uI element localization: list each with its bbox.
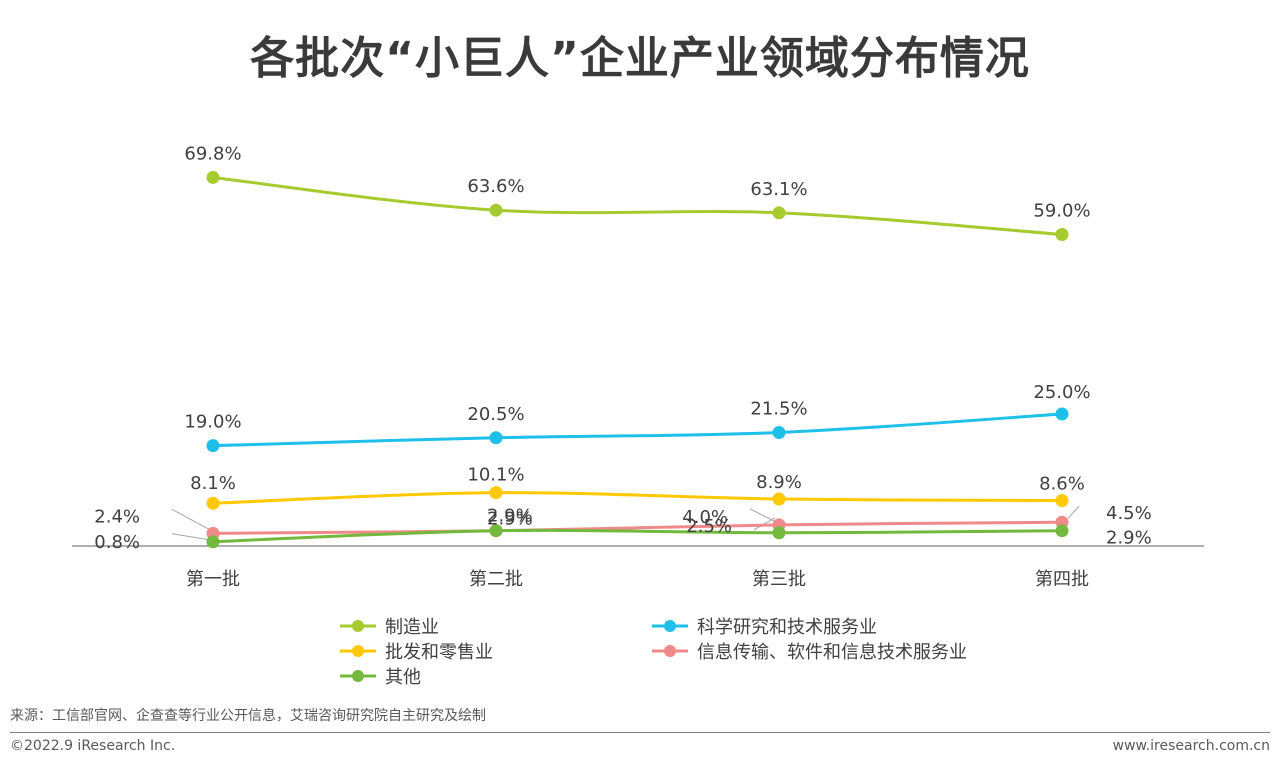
data-label: 25.0% xyxy=(1033,382,1090,403)
data-label: 2.9% xyxy=(1106,528,1152,549)
data-label: 0.8% xyxy=(94,532,140,553)
legend-label: 科学研究和技术服务业 xyxy=(697,617,877,638)
data-label: 20.5% xyxy=(467,404,524,425)
leader-line xyxy=(749,508,775,522)
series-line xyxy=(211,412,1064,448)
series-line xyxy=(211,528,1064,544)
data-label: 2.9% xyxy=(487,506,533,527)
data-point xyxy=(206,170,220,184)
leader-line xyxy=(1067,505,1080,519)
data-label: 69.8% xyxy=(184,143,241,164)
legend-swatch-marker xyxy=(352,670,364,682)
data-label: 8.9% xyxy=(756,472,802,493)
data-label: 21.5% xyxy=(750,398,807,419)
data-label: 10.1% xyxy=(467,465,524,486)
series-line xyxy=(211,491,1064,505)
data-label: 59.0% xyxy=(1033,200,1090,221)
data-point xyxy=(206,439,220,453)
x-tick-label: 第三批 xyxy=(752,569,806,590)
legend-swatch-marker xyxy=(664,645,676,657)
data-label: 63.1% xyxy=(750,179,807,200)
x-tick-label: 第一批 xyxy=(186,569,240,590)
data-point xyxy=(1055,494,1069,508)
data-label: 2.9% xyxy=(487,509,533,530)
x-tick-label: 第二批 xyxy=(469,569,523,590)
legend-label: 信息传输、软件和信息技术服务业 xyxy=(697,642,967,663)
data-point xyxy=(772,206,786,220)
data-label: 63.6% xyxy=(467,176,524,197)
data-label: 8.6% xyxy=(1039,474,1085,495)
data-point xyxy=(1055,227,1069,241)
data-label: 4.5% xyxy=(1106,503,1152,524)
data-label: 8.1% xyxy=(190,473,236,494)
data-label: 4.0% xyxy=(682,507,728,528)
data-point xyxy=(1055,524,1069,538)
data-point xyxy=(489,203,503,217)
line-chart: 第一批 第二批 第三批 第四批 2.4% 2.9% 4.0% 4.5% 0.8% 2.9% 2.5… xyxy=(72,143,1204,688)
legend-label: 制造业 xyxy=(385,617,439,638)
legend-swatch-marker xyxy=(352,645,364,657)
data-label: 2.4% xyxy=(94,506,140,527)
page-title: 各批次“小巨人”企业产业领域分布情况 xyxy=(250,33,1030,84)
series-line xyxy=(211,520,1064,535)
legend-swatch-marker xyxy=(352,620,364,632)
data-label: 19.0% xyxy=(184,412,241,433)
copyright-text: ©2022.9 iResearch Inc. xyxy=(10,738,176,754)
source-note: 来源：工信部官网、企查查等行业公开信息，艾瑞咨询研究院自主研究及绘制 xyxy=(10,708,486,724)
data-point xyxy=(772,492,786,506)
legend-swatch-marker xyxy=(664,620,676,632)
data-point xyxy=(489,431,503,445)
data-point xyxy=(206,496,220,510)
data-point xyxy=(772,425,786,439)
data-point xyxy=(206,535,220,549)
legend-label: 其他 xyxy=(385,667,421,688)
legend-label: 批发和零售业 xyxy=(385,642,493,663)
data-label: 2.5% xyxy=(686,516,732,537)
x-tick-label: 第四批 xyxy=(1035,569,1089,590)
series-line xyxy=(211,175,1064,236)
leader-line xyxy=(171,533,210,541)
data-point xyxy=(489,486,503,500)
footer-divider xyxy=(10,732,1270,733)
data-point xyxy=(772,526,786,540)
data-point xyxy=(489,524,503,538)
leader-line xyxy=(171,508,210,530)
data-point xyxy=(1055,407,1069,421)
website-link[interactable]: www.iresearch.com.cn xyxy=(1112,738,1270,754)
